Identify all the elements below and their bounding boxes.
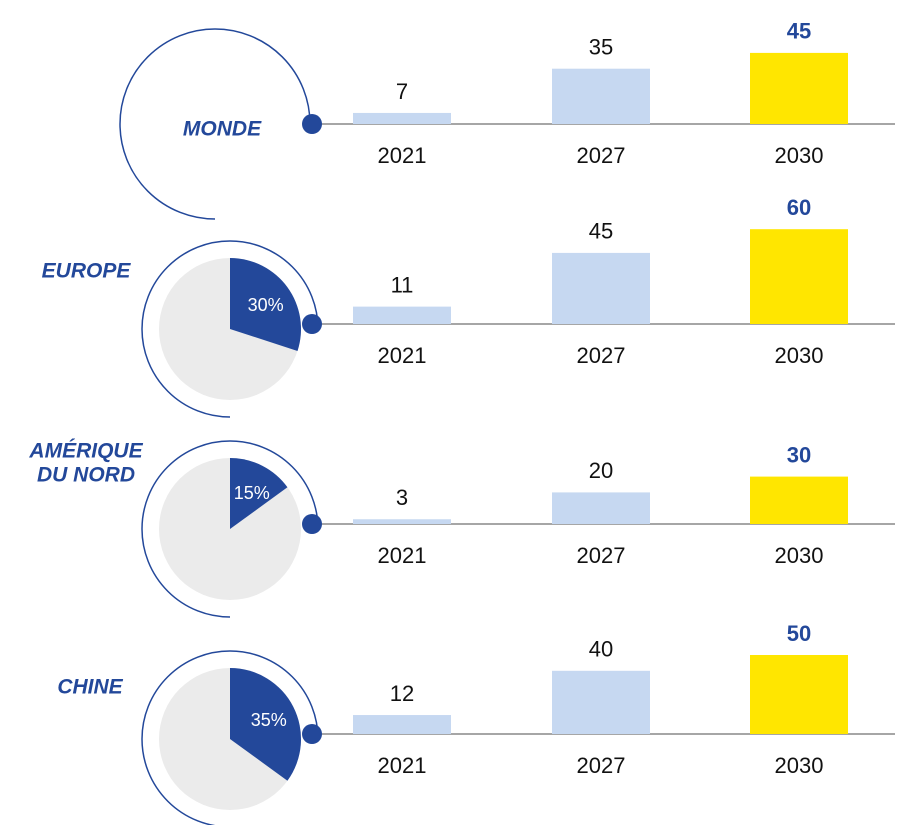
value-label: 7 [396, 79, 408, 104]
value-label: 60 [787, 195, 811, 220]
bar [552, 492, 650, 524]
connector-dot [302, 514, 322, 534]
year-label: 2030 [775, 343, 824, 368]
year-label: 2027 [577, 753, 626, 778]
year-label: 2027 [577, 143, 626, 168]
bar [552, 670, 650, 734]
region-label: DU NORD [37, 464, 135, 487]
value-label: 30 [787, 442, 811, 467]
bar [552, 252, 650, 324]
connector-dot [302, 724, 322, 744]
value-label: 3 [396, 485, 408, 510]
region-label: EUROPE [42, 260, 132, 283]
region-label: CHINE [57, 676, 123, 699]
year-label: 2021 [378, 343, 427, 368]
arc [141, 650, 319, 825]
arc [119, 28, 311, 220]
year-label: 2021 [378, 543, 427, 568]
year-label: 2030 [775, 143, 824, 168]
value-label: 35 [589, 35, 613, 60]
connector-dot [302, 314, 322, 334]
bar [750, 52, 848, 124]
bar [353, 306, 451, 324]
year-label: 2030 [775, 753, 824, 778]
value-label: 45 [589, 219, 613, 244]
value-label: 40 [589, 637, 613, 662]
value-label: 12 [390, 681, 414, 706]
bar [353, 112, 451, 124]
pie-slice [230, 668, 302, 781]
arc [141, 440, 319, 618]
year-label: 2027 [577, 343, 626, 368]
year-label: 2021 [378, 143, 427, 168]
value-label: 20 [589, 458, 613, 483]
bar [750, 229, 848, 324]
pie-slice [230, 458, 288, 529]
bar [750, 655, 848, 734]
bar [750, 476, 848, 524]
year-label: 2027 [577, 543, 626, 568]
bar [353, 519, 451, 524]
year-label: 2021 [378, 753, 427, 778]
pie-slice [230, 258, 302, 351]
value-label: 50 [787, 621, 811, 646]
year-label: 2030 [775, 543, 824, 568]
connector-dot [302, 114, 322, 134]
bar [552, 68, 650, 124]
value-label: 11 [391, 272, 414, 297]
region-label: AMÉRIQUE [28, 440, 143, 463]
region-label: MONDE [183, 118, 262, 141]
pie-label: 35% [251, 710, 287, 730]
arc [141, 240, 319, 418]
bar [353, 715, 451, 734]
pie-label: 30% [248, 295, 284, 315]
value-label: 45 [787, 19, 811, 44]
pie-label: 15% [234, 483, 270, 503]
